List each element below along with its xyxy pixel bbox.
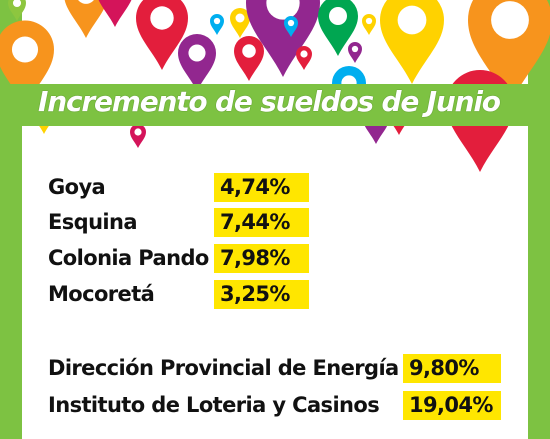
row-value: 7,98% (214, 244, 309, 273)
row-value: 9,80% (403, 354, 501, 383)
row-name: Mocoretá (48, 282, 155, 306)
row-name: Goya (48, 175, 106, 199)
row-name: Instituto de Loteria y Casinos (48, 393, 380, 417)
row-value: 4,74% (214, 173, 309, 202)
row-value: 3,25% (214, 280, 309, 309)
row-name: Colonia Pando (48, 246, 209, 270)
row-value: 7,44% (214, 208, 309, 237)
page-title: Incremento de sueldos de Junio (38, 85, 501, 118)
title-banner (0, 84, 550, 126)
row-value: 19,04% (403, 391, 501, 420)
row-name: Dirección Provincial de Energía (48, 356, 399, 380)
row-name: Esquina (48, 210, 138, 234)
